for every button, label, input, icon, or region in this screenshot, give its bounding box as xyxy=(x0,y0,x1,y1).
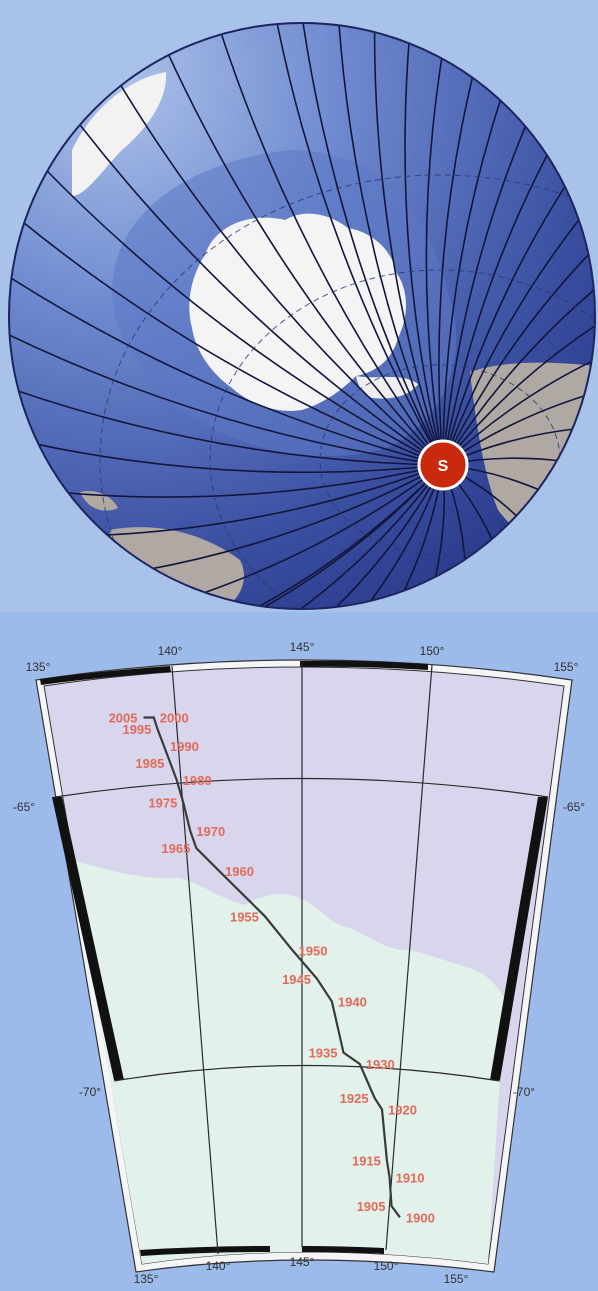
year-label-1990: 1990 xyxy=(170,739,199,754)
globe-meridian-line xyxy=(9,330,444,466)
lon-label-top-150: 150° xyxy=(420,644,445,658)
lon-label-top-140: 140° xyxy=(158,644,183,658)
year-label-1970: 1970 xyxy=(196,824,225,839)
lon-label-bottom-135: 135° xyxy=(134,1272,159,1286)
lon-label-top-135: 135° xyxy=(26,660,51,674)
year-label-1915: 1915 xyxy=(352,1154,381,1169)
globe-meridian-line xyxy=(291,464,444,609)
map-border-bars xyxy=(40,660,548,1256)
ice-upper-left xyxy=(72,72,167,196)
globe-meridian-line xyxy=(74,118,444,466)
globe-meridian-line xyxy=(442,179,570,466)
globe-meridian-line xyxy=(373,24,444,466)
lat-label-left-70: -70° xyxy=(79,1085,101,1099)
globe-meridian-line xyxy=(425,50,444,466)
lon-label-bottom-140: 140° xyxy=(206,1259,231,1273)
globe-meridian-line xyxy=(218,27,444,466)
year-label-1925: 1925 xyxy=(340,1091,369,1106)
globe-meridian-line xyxy=(337,23,444,466)
lon-label-top-145: 145° xyxy=(290,640,315,654)
year-label-1920: 1920 xyxy=(388,1102,417,1117)
globe-meridian-line xyxy=(142,464,444,572)
year-label-2000: 2000 xyxy=(160,711,189,726)
globe-meridian-line xyxy=(442,147,552,466)
antarctica-ice xyxy=(189,213,406,411)
globe-meridian-line xyxy=(10,387,444,466)
pole-map-panel: 1900 1905 1910 1915 1920 1925 1930 1935 1940 1945… xyxy=(0,612,598,1291)
year-label-1995: 1995 xyxy=(122,722,151,737)
globe-meridian-line xyxy=(17,217,444,466)
land-lower-left-small xyxy=(80,490,118,511)
pole-marker-label: S xyxy=(438,458,449,475)
year-label-1950: 1950 xyxy=(299,943,328,958)
globe-meridian-line xyxy=(442,92,504,466)
pole-track-line xyxy=(143,716,401,1218)
pole-wander-track: 1900 1905 1910 1915 1920 1925 1930 1935 1940 1945… xyxy=(109,711,435,1226)
globe-meridian-line xyxy=(41,165,444,466)
globe-meridian-line xyxy=(194,464,444,597)
globe-meridian-line xyxy=(97,464,444,537)
year-label-1935: 1935 xyxy=(309,1046,338,1061)
globe-meridian-line xyxy=(438,70,475,466)
year-label-1945: 1945 xyxy=(282,972,311,987)
globe-panel: S xyxy=(0,0,598,612)
globe-meridian-line xyxy=(404,35,444,466)
lon-label-bottom-150: 150° xyxy=(374,1259,399,1273)
lon-label-bottom-155: 155° xyxy=(444,1272,469,1286)
lon-label-top-155: 155° xyxy=(554,660,579,674)
year-label-1980: 1980 xyxy=(183,773,212,788)
globe-meridian-line xyxy=(165,48,444,466)
globe-meridian-line xyxy=(59,464,444,498)
year-label-1960: 1960 xyxy=(225,864,254,879)
year-label-2005: 2005 xyxy=(109,711,138,726)
year-label-1905: 1905 xyxy=(357,1199,386,1214)
globe-meridian-line xyxy=(275,23,444,466)
year-label-1975: 1975 xyxy=(148,796,177,811)
globe-meridians xyxy=(9,23,595,609)
globe-outline xyxy=(8,22,596,610)
year-label-1965: 1965 xyxy=(161,841,190,856)
year-label-1955: 1955 xyxy=(230,909,259,924)
lat-label-right-70: -70° xyxy=(513,1085,535,1099)
longitude-labels: 135° 140° 145° 150° 155° 135° 140° 145° … xyxy=(26,640,579,1286)
globe-meridian-line xyxy=(442,212,585,466)
parallel-65 xyxy=(54,777,549,798)
latitude-labels: -65° -70° -65° -70° xyxy=(13,800,585,1099)
lat-label-left-65: -65° xyxy=(13,800,35,814)
antarctic-land xyxy=(72,860,505,1264)
year-label-1940: 1940 xyxy=(338,995,367,1010)
lon-label-bottom-145: 145° xyxy=(290,1255,315,1269)
globe-meridian-line xyxy=(442,284,595,466)
lat-label-right-65: -65° xyxy=(563,800,585,814)
year-label-1900: 1900 xyxy=(406,1210,435,1225)
meridian-140 xyxy=(171,665,219,1255)
year-label-1910: 1910 xyxy=(396,1171,425,1186)
map-grid xyxy=(54,661,549,1255)
globe-meridian-line xyxy=(301,23,444,466)
globe-meridian-line xyxy=(29,442,444,474)
meridian-150 xyxy=(385,664,433,1251)
globe-meridian-line xyxy=(9,273,444,466)
globe-meridian-line xyxy=(442,320,595,466)
south-magnetic-pole-marker: S xyxy=(417,439,469,491)
globe-meridian-line xyxy=(442,118,530,466)
globe-meridian-line xyxy=(442,247,595,466)
year-label-1985: 1985 xyxy=(135,756,164,771)
year-label-1930: 1930 xyxy=(366,1057,395,1072)
parallel-70 xyxy=(113,1064,501,1082)
globe-meridian-line xyxy=(116,79,444,466)
